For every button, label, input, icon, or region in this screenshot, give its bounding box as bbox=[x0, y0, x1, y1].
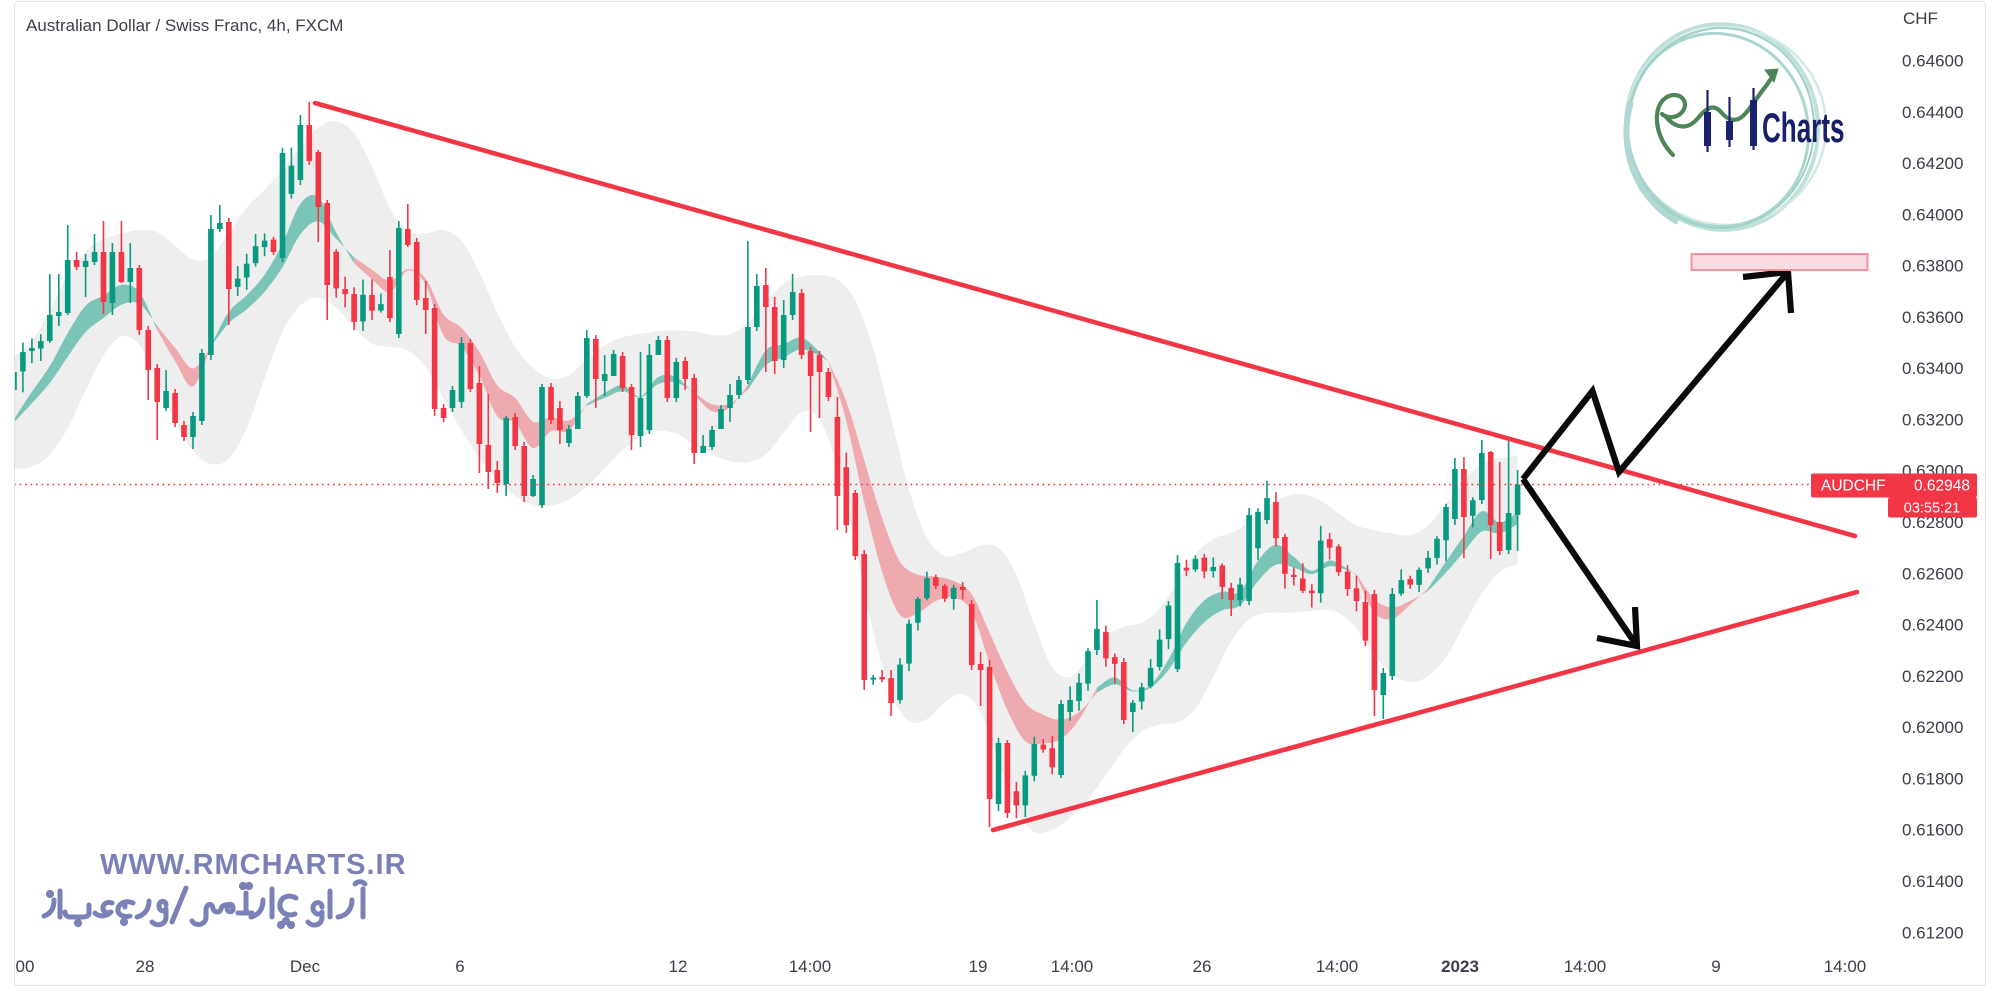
svg-text:CHF: CHF bbox=[1903, 9, 1938, 28]
svg-text:0.62948: 0.62948 bbox=[1914, 478, 1970, 495]
svg-text:Dec: Dec bbox=[290, 957, 321, 976]
svg-text:0.64200: 0.64200 bbox=[1902, 154, 1963, 173]
svg-text:14:00: 14:00 bbox=[1316, 957, 1359, 976]
svg-text:19: 19 bbox=[969, 957, 988, 976]
svg-text:14:00: 14:00 bbox=[1051, 957, 1094, 976]
svg-text:0.64000: 0.64000 bbox=[1902, 205, 1963, 224]
svg-text:0.63800: 0.63800 bbox=[1902, 257, 1963, 276]
svg-text:14:00: 14:00 bbox=[1564, 957, 1607, 976]
svg-text:Australian Dollar / Swiss Fran: Australian Dollar / Swiss Franc, 4h, FXC… bbox=[26, 16, 343, 35]
svg-text:03:55:21: 03:55:21 bbox=[1904, 501, 1960, 517]
svg-text:Charts: Charts bbox=[1762, 105, 1844, 152]
svg-text:0.63400: 0.63400 bbox=[1902, 359, 1963, 378]
svg-text:0.63600: 0.63600 bbox=[1902, 308, 1963, 327]
svg-text:0.62800: 0.62800 bbox=[1902, 513, 1963, 532]
svg-text:14:00: 14:00 bbox=[789, 957, 832, 976]
svg-text:2023: 2023 bbox=[1441, 957, 1479, 976]
svg-text:6: 6 bbox=[455, 957, 464, 976]
svg-text:0.62200: 0.62200 bbox=[1902, 667, 1963, 686]
svg-text:26: 26 bbox=[1193, 957, 1212, 976]
svg-text:0.61800: 0.61800 bbox=[1902, 769, 1963, 788]
svg-text:0.63200: 0.63200 bbox=[1902, 411, 1963, 430]
svg-text:00: 00 bbox=[16, 957, 35, 976]
svg-text:AUDCHF: AUDCHF bbox=[1821, 478, 1886, 495]
svg-text:0.61200: 0.61200 bbox=[1902, 923, 1963, 942]
svg-text:28: 28 bbox=[136, 957, 155, 976]
svg-text:0.62000: 0.62000 bbox=[1902, 718, 1963, 737]
svg-text:12: 12 bbox=[669, 957, 688, 976]
svg-text:14:00: 14:00 bbox=[1824, 957, 1867, 976]
svg-text:0.64600: 0.64600 bbox=[1902, 52, 1963, 71]
svg-text:0.64400: 0.64400 bbox=[1902, 103, 1963, 122]
svg-text:0.61600: 0.61600 bbox=[1902, 821, 1963, 840]
svg-text:0.62400: 0.62400 bbox=[1902, 616, 1963, 635]
svg-text:9: 9 bbox=[1711, 957, 1720, 976]
svg-text:WWW.RMCHARTS.IR: WWW.RMCHARTS.IR bbox=[100, 849, 407, 881]
svg-text:0.62600: 0.62600 bbox=[1902, 564, 1963, 583]
svg-text:0.61400: 0.61400 bbox=[1902, 872, 1963, 891]
